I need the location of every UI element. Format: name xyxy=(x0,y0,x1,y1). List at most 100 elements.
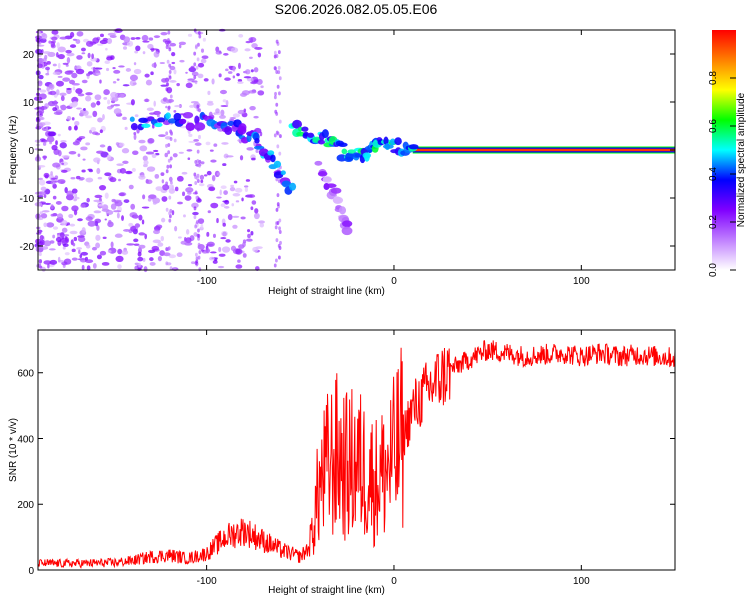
noise-blob xyxy=(115,255,124,263)
noise-blob xyxy=(40,106,48,110)
noise-blob xyxy=(151,63,157,68)
noise-blob xyxy=(209,149,214,152)
noise-blob xyxy=(49,90,57,96)
noise-blob xyxy=(95,72,102,76)
track-blob xyxy=(317,171,328,177)
noise-blob xyxy=(163,252,171,257)
track-blob xyxy=(129,116,135,122)
noise-blob xyxy=(174,105,182,108)
snr-panel: -100 0 100 0 200 400 600 Height of straight li… xyxy=(8,329,676,596)
streak-blob xyxy=(278,229,282,234)
noise-blob xyxy=(115,142,120,146)
streak-blob xyxy=(169,94,173,99)
noise-blob xyxy=(81,52,86,55)
noise-blob xyxy=(68,214,74,219)
noise-blob xyxy=(130,203,136,210)
noise-blob xyxy=(83,107,86,111)
noise-blob xyxy=(85,92,93,96)
noise-blob xyxy=(57,46,66,53)
track-blob xyxy=(157,117,166,123)
noise-blob xyxy=(160,84,168,87)
streak-blob xyxy=(165,143,168,148)
noise-blob xyxy=(94,218,102,224)
noise-blob xyxy=(55,89,60,96)
noise-blob xyxy=(114,233,123,238)
noise-blob xyxy=(110,241,114,248)
noise-blob xyxy=(98,203,104,207)
noise-blob xyxy=(114,201,119,204)
noise-blob xyxy=(230,245,237,252)
streak-blob xyxy=(197,30,201,35)
noise-blob xyxy=(43,172,50,178)
noise-blob xyxy=(76,55,83,60)
noise-blob xyxy=(110,203,117,210)
noise-blob xyxy=(52,63,57,67)
noise-blob xyxy=(64,252,70,256)
noise-blob xyxy=(35,48,43,55)
streak-blob xyxy=(278,218,282,223)
noise-blob xyxy=(246,147,254,151)
noise-blob xyxy=(141,219,145,225)
noise-blob xyxy=(212,260,218,264)
streak-blob xyxy=(277,70,281,75)
colorbar: 0.0 0.2 0.4 0.6 0.8 Normalized spectral ampl… xyxy=(708,30,747,277)
noise-blob xyxy=(161,179,165,184)
noise-blob xyxy=(52,234,56,239)
noise-blob xyxy=(72,242,76,247)
noise-blob xyxy=(123,36,131,43)
noise-blob xyxy=(144,73,150,78)
noise-blob xyxy=(220,109,225,116)
noise-blob xyxy=(99,33,104,38)
snr-ticks: -100 0 100 0 200 400 600 xyxy=(17,330,675,587)
track-blob xyxy=(182,111,194,119)
noise-blob xyxy=(96,150,105,154)
streak-blob xyxy=(277,50,281,55)
noise-blob xyxy=(103,96,108,100)
track-blob xyxy=(383,136,389,146)
noise-blob xyxy=(77,93,85,97)
noise-blob xyxy=(65,49,72,54)
streak-blob xyxy=(276,193,280,198)
noise-blob xyxy=(149,261,156,266)
noise-blob xyxy=(205,141,211,146)
noise-blob xyxy=(56,42,60,49)
streak-blob xyxy=(276,202,280,207)
noise-blob xyxy=(244,48,251,52)
streak-blob xyxy=(273,263,277,268)
noise-blob xyxy=(49,259,58,265)
noise-blob xyxy=(86,197,90,203)
noise-blob xyxy=(146,107,154,112)
noise-blob xyxy=(50,177,58,180)
noise-blob xyxy=(73,236,78,242)
noise-blob xyxy=(57,75,63,78)
streak-blob xyxy=(273,50,277,55)
noise-blob xyxy=(130,37,136,40)
streak-blob xyxy=(197,242,201,247)
noise-blob xyxy=(253,212,260,220)
noise-blob xyxy=(122,84,130,87)
noise-blob xyxy=(82,110,89,116)
noise-blob xyxy=(251,157,256,161)
streak-blob xyxy=(277,243,281,248)
noise-blob xyxy=(194,142,202,146)
noise-blob xyxy=(215,108,220,114)
noise-blob xyxy=(101,261,110,266)
noise-blob xyxy=(121,249,129,255)
noise-blob xyxy=(94,94,102,101)
noise-blob xyxy=(111,198,116,203)
noise-blob xyxy=(81,79,88,84)
noise-blob xyxy=(135,37,141,40)
noise-blob xyxy=(193,232,198,237)
noise-blob xyxy=(221,142,229,145)
streak-blob xyxy=(279,134,282,139)
noise-blob xyxy=(134,262,140,265)
noise-blob xyxy=(251,43,258,49)
noise-blob xyxy=(60,139,67,143)
noise-blob xyxy=(60,95,65,102)
noise-blob xyxy=(151,245,160,251)
noise-blob xyxy=(251,200,257,205)
noise-blob xyxy=(90,127,97,132)
noise-blob xyxy=(85,177,94,183)
